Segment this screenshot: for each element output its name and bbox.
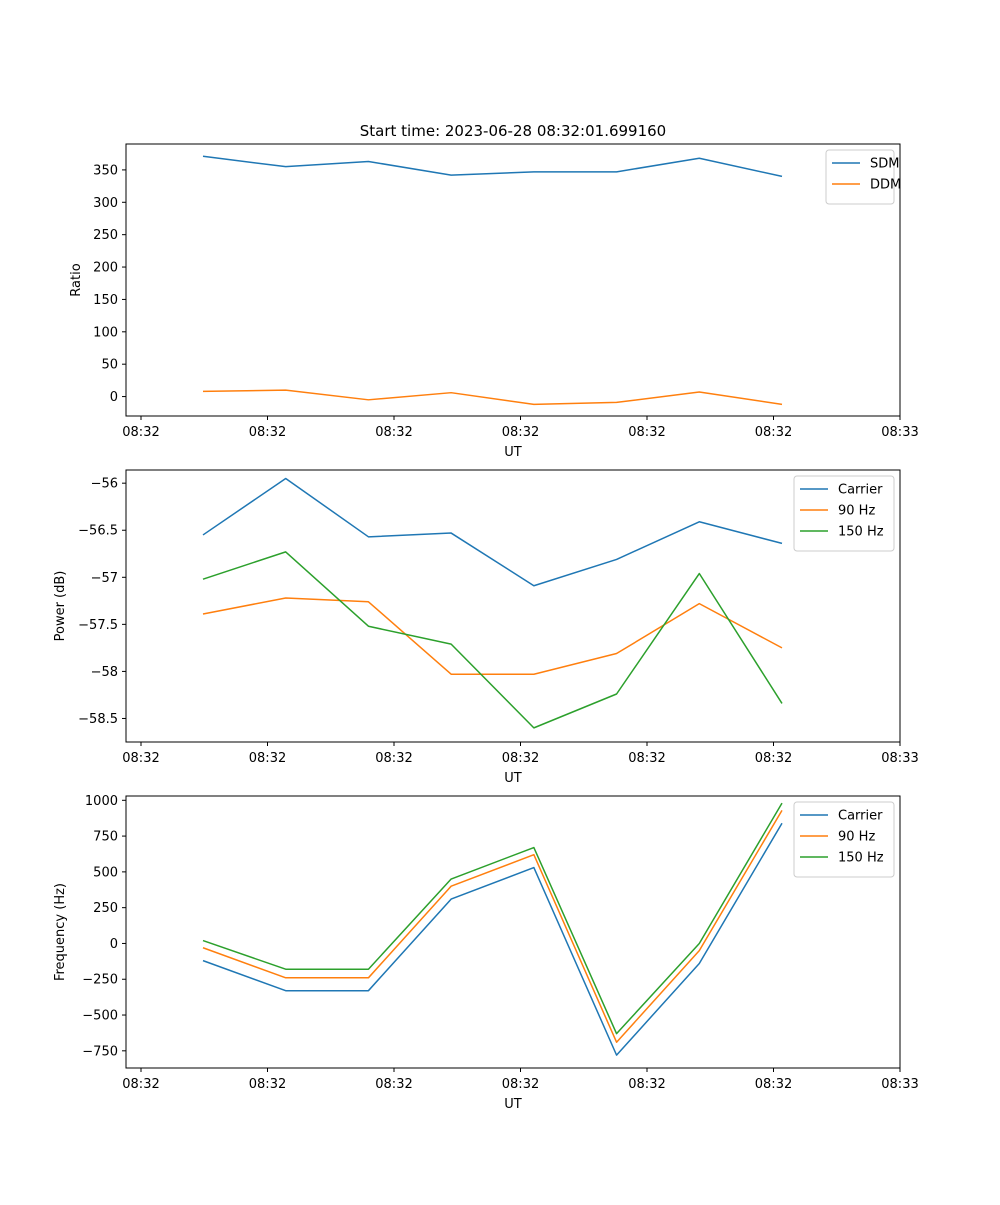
x-tick-label: 08:32: [755, 751, 792, 766]
x-tick-label: 08:32: [249, 1077, 286, 1092]
series-line-90-hz: [202, 597, 783, 675]
x-tick-label: 08:32: [628, 1077, 665, 1092]
x-tick-label: 08:32: [375, 425, 412, 440]
y-tick-label: −57: [91, 571, 118, 586]
legend: SDM DDM: [825, 149, 901, 205]
chart-title: Start time: 2023-06-28 08:32:01.699160: [360, 122, 666, 140]
x-tick-label: 08:32: [502, 751, 539, 766]
series-line-sdm: [202, 155, 783, 178]
legend-label: Carrier: [838, 483, 883, 498]
y-tick-label: 1000: [85, 794, 118, 809]
y-tick-label: −58.5: [78, 712, 118, 727]
x-axis-label: UT: [504, 1097, 522, 1112]
y-axis-label: Frequency (Hz): [53, 883, 68, 981]
legend: Carrier 90 Hz 150 Hz: [793, 801, 895, 878]
x-tick-label: 08:32: [122, 425, 159, 440]
legend: Carrier 90 Hz 150 Hz: [793, 475, 895, 552]
legend-label: 150 Hz: [838, 851, 884, 866]
y-tick-label: 250: [93, 228, 118, 243]
y-tick-label: 750: [93, 830, 118, 845]
y-tick-label: 0: [110, 390, 118, 405]
panel-2: 08:32 08:32 08:32 08:32 08:32 08:32 08:33 UT −56…: [53, 469, 919, 786]
x-tick-label: 08:32: [375, 1077, 412, 1092]
y-tick-label: −750: [82, 1044, 118, 1059]
y-tick-label: −56.5: [78, 524, 118, 539]
y-axis-label: Power (dB): [53, 571, 68, 642]
plot-frame: [125, 795, 901, 1069]
y-tick-label: 250: [93, 901, 118, 916]
y-tick-label: −58: [91, 665, 118, 680]
y-tick-label: −500: [82, 1009, 118, 1024]
x-tick-label: 08:32: [122, 751, 159, 766]
x-tick-label: 08:33: [881, 1077, 918, 1092]
panel-3: 08:32 08:32 08:32 08:32 08:32 08:32 08:33 UT −75…: [53, 794, 919, 1112]
x-tick-label: 08:32: [628, 425, 665, 440]
x-tick-label: 08:32: [375, 751, 412, 766]
legend-box: [793, 801, 895, 878]
legend-label: 90 Hz: [838, 504, 875, 519]
series-line-150-hz: [202, 802, 783, 1035]
plot-frame: [125, 143, 901, 417]
x-tick-label: 08:32: [502, 425, 539, 440]
series-line-90-hz: [202, 809, 783, 1043]
series-line-ddm: [202, 389, 783, 406]
legend-label: Carrier: [838, 809, 883, 824]
y-tick-label: −250: [82, 973, 118, 988]
x-tick-label: 08:32: [122, 1077, 159, 1092]
legend-label: 150 Hz: [838, 525, 884, 540]
panel-1: Start time: 2023-06-28 08:32:01.699160 08…: [69, 122, 919, 460]
y-tick-label: −56: [91, 477, 118, 492]
y-tick-label: 350: [93, 163, 118, 178]
series-line-150-hz: [202, 551, 783, 729]
legend-label: DDM: [870, 178, 901, 193]
series-line-carrier: [202, 477, 783, 587]
y-tick-label: 0: [110, 937, 118, 952]
x-tick-label: 08:32: [755, 1077, 792, 1092]
x-tick-label: 08:32: [249, 425, 286, 440]
x-tick-label: 08:32: [628, 751, 665, 766]
x-tick-label: 08:32: [755, 425, 792, 440]
x-tick-label: 08:33: [881, 751, 918, 766]
series-line-carrier: [202, 822, 783, 1056]
x-tick-label: 08:32: [502, 1077, 539, 1092]
y-tick-label: 150: [93, 293, 118, 308]
y-axis-label: Ratio: [69, 263, 84, 296]
y-tick-label: 100: [93, 325, 118, 340]
x-tick-label: 08:32: [249, 751, 286, 766]
y-tick-label: −57.5: [78, 618, 118, 633]
plot-frame: [125, 469, 901, 743]
y-tick-label: 50: [101, 358, 118, 373]
y-tick-label: 300: [93, 196, 118, 211]
legend-box: [793, 475, 895, 552]
y-tick-label: 500: [93, 865, 118, 880]
x-tick-label: 08:33: [881, 425, 918, 440]
x-axis-label: UT: [504, 445, 522, 460]
x-axis-label: UT: [504, 771, 522, 786]
legend-label: 90 Hz: [838, 830, 875, 845]
legend-label: SDM: [870, 157, 899, 172]
y-tick-label: 200: [93, 261, 118, 276]
